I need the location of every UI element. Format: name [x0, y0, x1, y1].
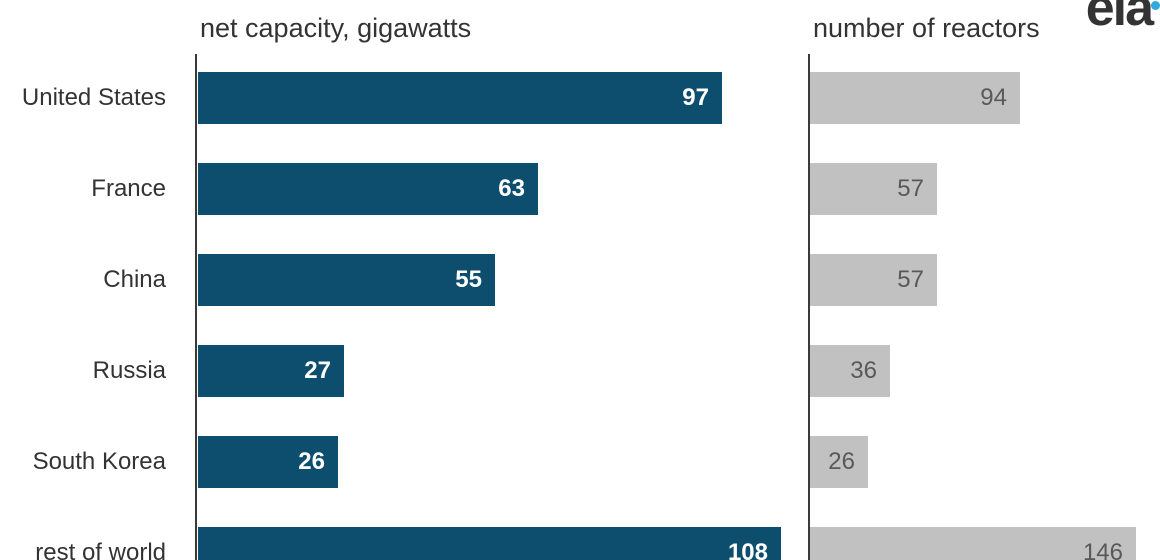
bar-value-label: 146 [1082, 539, 1123, 560]
bar-value-label: 108 [727, 539, 768, 560]
bar-value-label: 57 [897, 266, 924, 293]
bar-value-label: 63 [498, 175, 525, 202]
eia-logo: eia [1085, 0, 1160, 37]
capacity-bar: 55 [198, 254, 495, 306]
capacity-bar: 108 [198, 527, 781, 560]
category-label: rest of world [35, 539, 166, 560]
bar-value-label: 57 [897, 175, 924, 202]
reactors-bar: 36 [810, 345, 890, 397]
bar-value-label: 26 [298, 448, 325, 475]
reactors-bar: 57 [810, 163, 937, 215]
bar-value-label: 55 [455, 266, 482, 293]
category-label: China [103, 266, 166, 293]
capacity-bar: 63 [198, 163, 538, 215]
reactors-bar: 94 [810, 72, 1020, 124]
eia-logo-text: eia [1085, 0, 1154, 37]
bar-value-label: 97 [682, 84, 709, 111]
bar-value-label: 36 [850, 357, 877, 384]
capacity-bar: 26 [198, 436, 338, 488]
category-label: France [91, 175, 166, 202]
category-label: United States [21, 84, 166, 111]
bar-value-label: 94 [980, 84, 1007, 111]
reactors-bar: 57 [810, 254, 937, 306]
bar-value-label: 27 [304, 357, 331, 384]
category-label: Russia [92, 357, 166, 384]
left-axis-line [195, 54, 197, 560]
category-label: South Korea [32, 448, 166, 475]
right-axis-line [808, 54, 810, 560]
bar-value-label: 26 [828, 448, 855, 475]
left-panel-title: net capacity, gigawatts [200, 13, 472, 43]
capacity-bar: 97 [198, 72, 722, 124]
eia-logo-dot-icon [1151, 1, 1160, 10]
reactors-bar: 26 [810, 436, 868, 488]
reactors-bar: 146 [810, 527, 1136, 560]
right-panel-title: number of reactors [813, 13, 1040, 43]
capacity-bar: 27 [198, 345, 344, 397]
